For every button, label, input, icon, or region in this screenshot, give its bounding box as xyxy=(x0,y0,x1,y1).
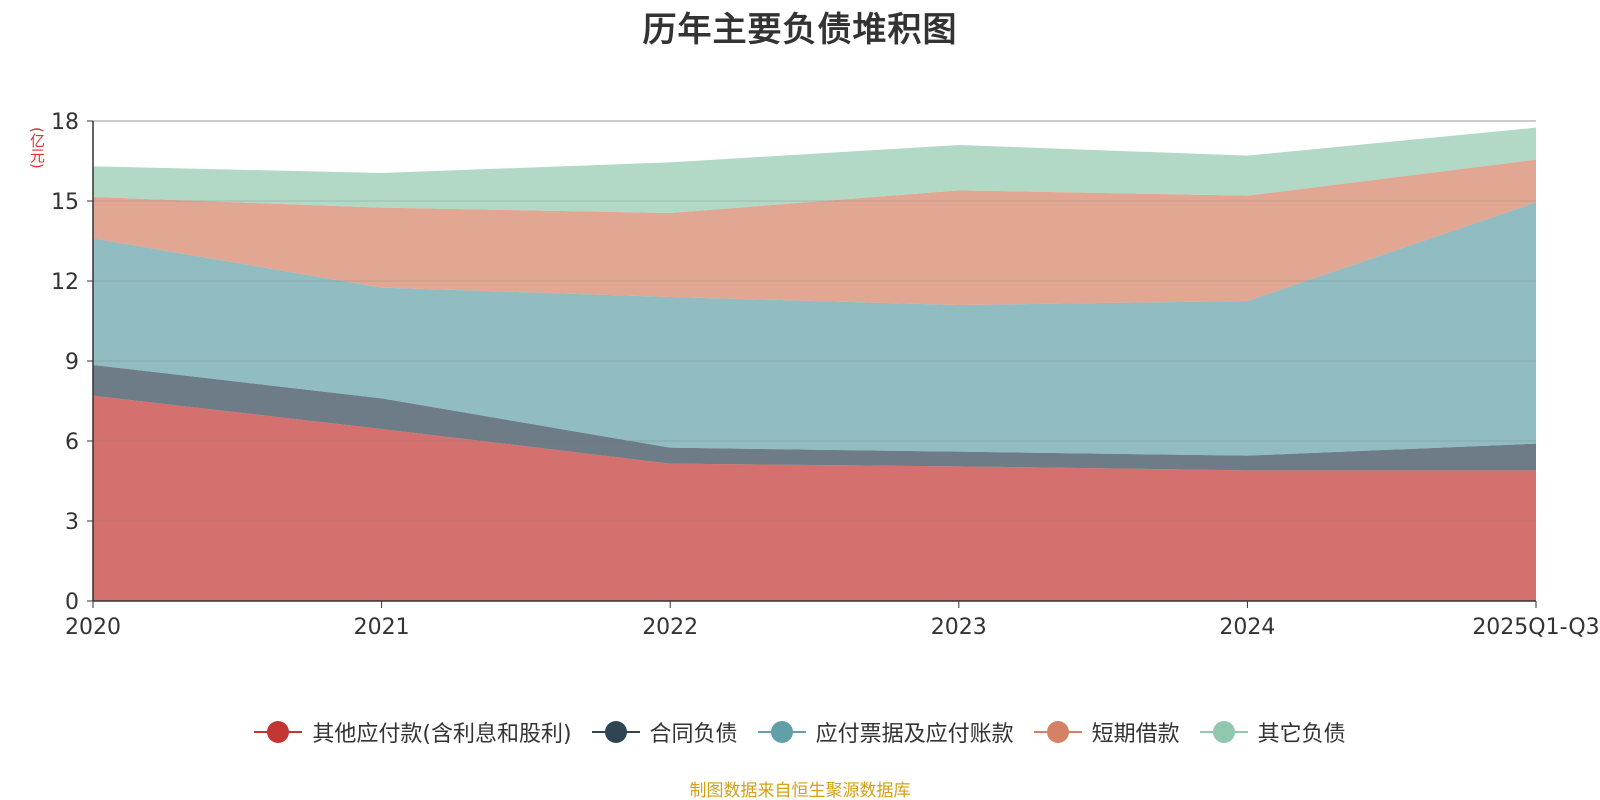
y-tick-label: 18 xyxy=(51,110,79,135)
legend-item[interactable]: 合同负债 xyxy=(591,716,738,748)
y-tick-label: 15 xyxy=(51,190,79,215)
legend-label: 其它负债 xyxy=(1257,722,1346,747)
y-tick-label: 12 xyxy=(51,270,79,295)
legend-item[interactable]: 短期借款 xyxy=(1033,716,1180,748)
legend-label: 其他应付款(含利息和股利) xyxy=(312,722,572,747)
source-note: 制图数据来自恒生聚源数据库 xyxy=(689,781,911,800)
legend-marker-dot xyxy=(1046,721,1069,743)
area-series-4 xyxy=(93,159,1536,305)
legend-marker-icon xyxy=(1033,720,1082,744)
legend-marker-icon xyxy=(1199,720,1248,744)
y-tick-label: 3 xyxy=(65,510,79,535)
legend-marker-dot xyxy=(267,721,290,743)
legend-item[interactable]: 其它负债 xyxy=(1199,716,1346,748)
x-tick-label: 2020 xyxy=(65,615,121,640)
legend-marker-icon xyxy=(591,720,640,744)
y-axis-unit-label: (亿元) xyxy=(28,127,46,169)
x-tick-label: 2021 xyxy=(354,615,410,640)
legend-marker-dot xyxy=(770,721,793,743)
area-series-1 xyxy=(93,395,1536,601)
legend-label: 短期借款 xyxy=(1091,722,1180,747)
chart-legend: 其他应付款(含利息和股利) 合同负债 应付票据及应付账款 短期借款 其它负债 xyxy=(0,716,1600,748)
legend-item[interactable]: 其他应付款(含利息和股利) xyxy=(254,716,572,748)
legend-label: 合同负债 xyxy=(649,722,738,747)
chart-title: 历年主要负债堆积图 xyxy=(642,10,958,50)
legend-label: 应付票据及应付账款 xyxy=(815,722,1014,747)
legend-item[interactable]: 应付票据及应付账款 xyxy=(757,716,1014,748)
y-tick-label: 6 xyxy=(65,430,79,455)
y-tick-label: 9 xyxy=(65,350,79,375)
stacked-area-chart: 0 3 6 9 12 15 18 2020 2021 2022 2023 2024 2025Q1-Q3 xyxy=(51,110,1600,640)
x-tick-label: 2022 xyxy=(642,615,698,640)
legend-marker-icon xyxy=(757,720,806,744)
area-series-2 xyxy=(93,365,1536,471)
y-tick-label: 0 xyxy=(65,590,79,615)
legend-marker-icon xyxy=(254,720,303,744)
x-tick-label: 2024 xyxy=(1219,615,1275,640)
area-series-layer xyxy=(93,127,1536,601)
axes: 0 3 6 9 12 15 18 2020 2021 2022 2023 2024 2025Q1-Q3 xyxy=(51,110,1600,640)
area-series-3 xyxy=(93,202,1536,456)
x-tick-label: 2025Q1-Q3 xyxy=(1472,615,1599,640)
legend-marker-dot xyxy=(604,721,627,743)
legend-marker-dot xyxy=(1212,721,1235,743)
area-series-5 xyxy=(93,127,1536,213)
x-tick-label: 2023 xyxy=(931,615,987,640)
